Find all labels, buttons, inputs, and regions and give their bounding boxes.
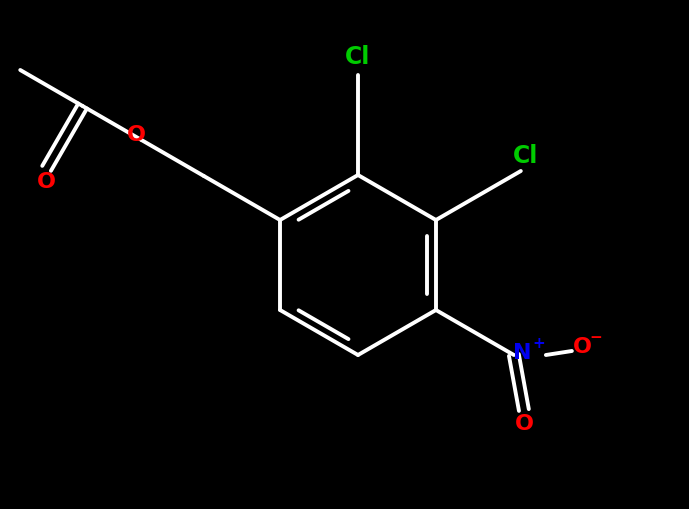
Text: O: O bbox=[37, 173, 56, 192]
Text: N: N bbox=[513, 343, 531, 363]
Text: O: O bbox=[515, 414, 533, 434]
Text: O: O bbox=[127, 125, 146, 145]
Text: Cl: Cl bbox=[345, 45, 371, 69]
Text: −: − bbox=[590, 329, 602, 345]
Text: +: + bbox=[533, 335, 545, 351]
Text: O: O bbox=[573, 337, 591, 357]
Text: Cl: Cl bbox=[513, 144, 539, 168]
